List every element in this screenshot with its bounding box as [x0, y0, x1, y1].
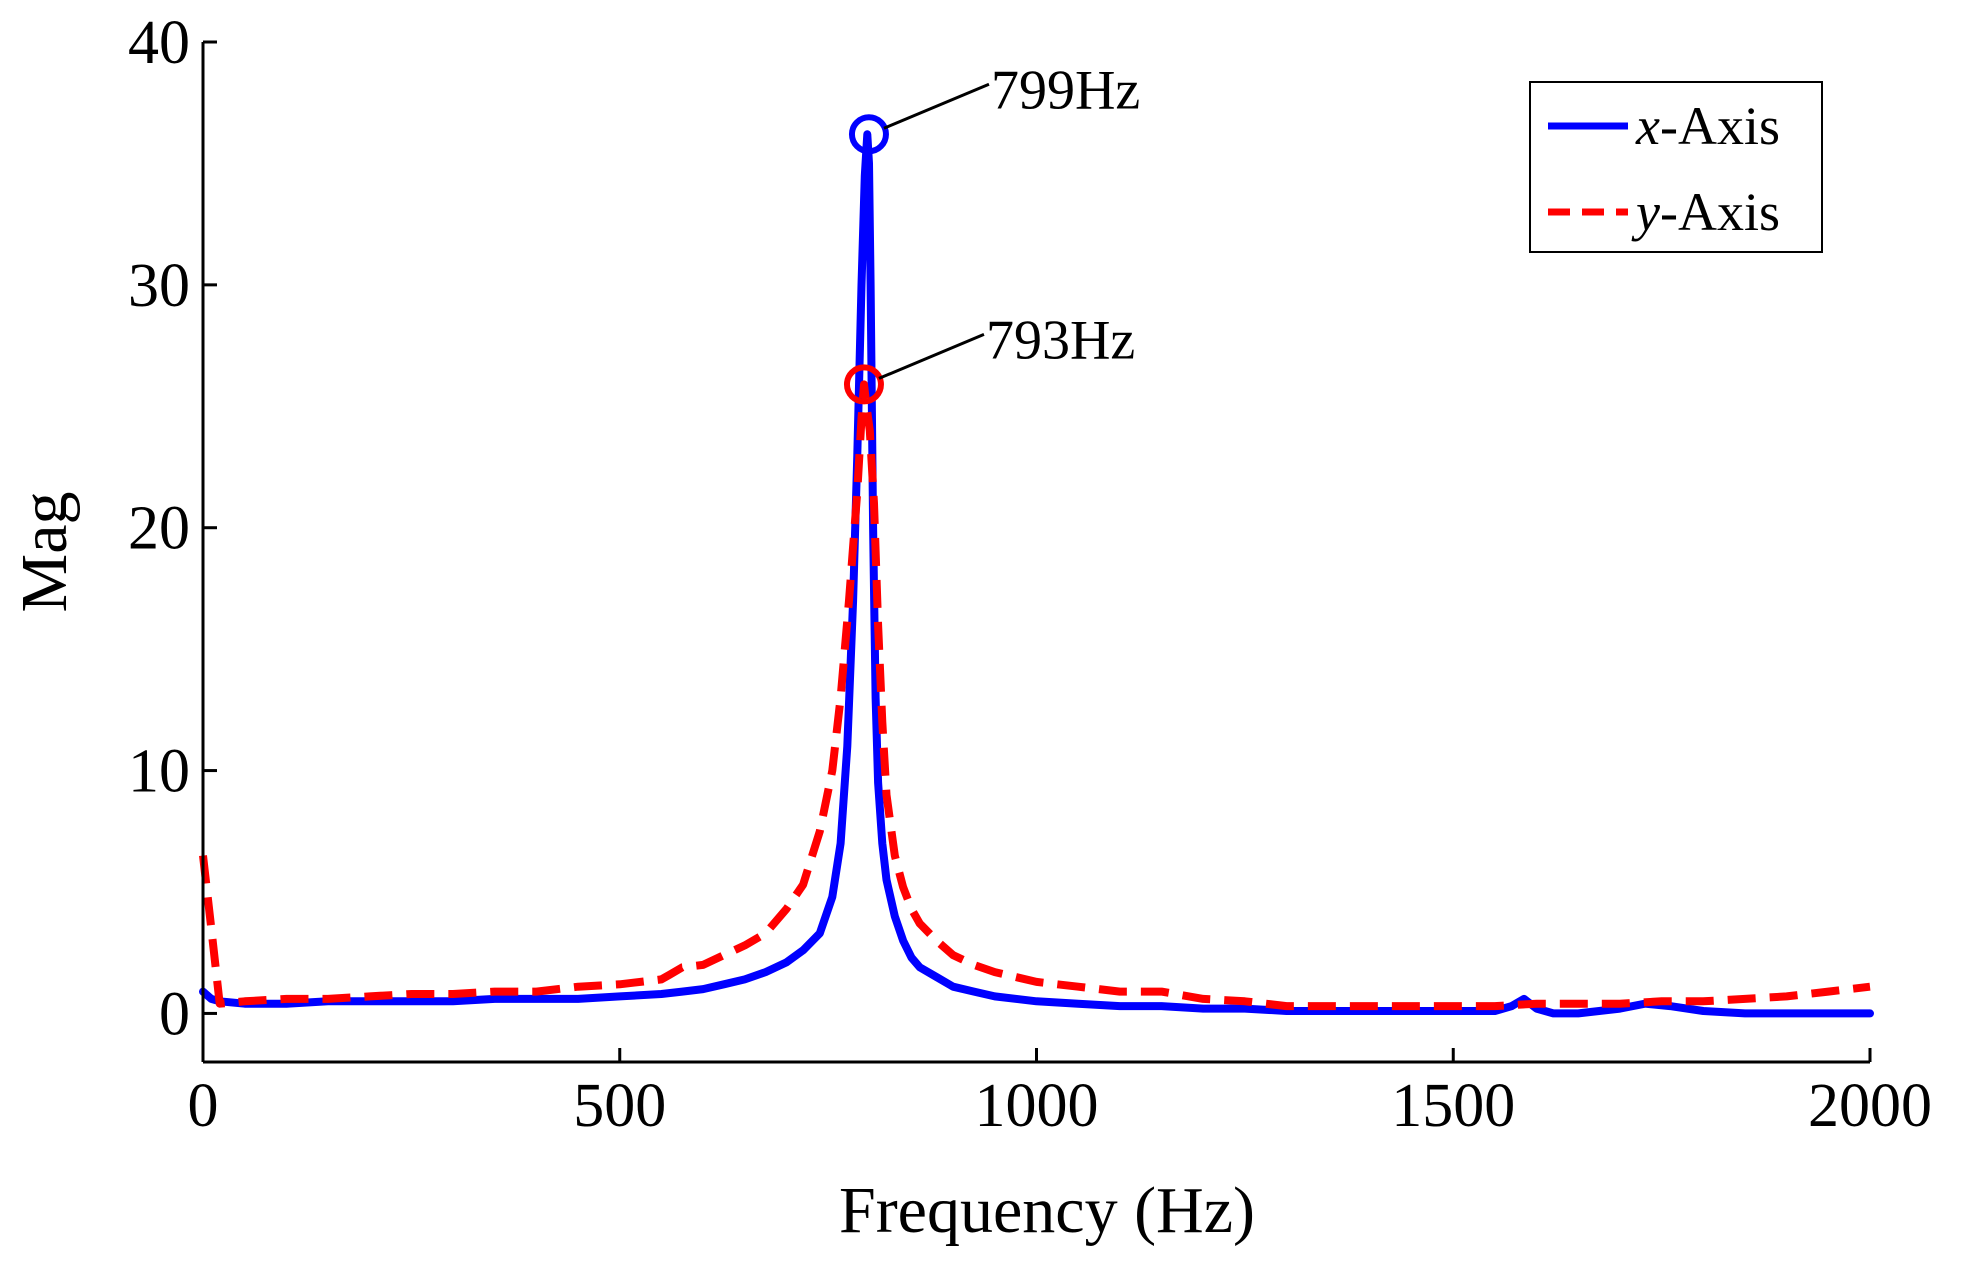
legend: x-Axis y-Axis: [1529, 81, 1823, 253]
legend-label-y-italic: y: [1631, 182, 1660, 242]
annotation-label: 799Hz: [991, 59, 1140, 121]
legend-label-x-axis: x-Axis: [1635, 96, 1780, 156]
legend-label-x-italic: x: [1635, 96, 1660, 156]
ticks-layer: 0 500 1000 1500 2000 0 10 20 30 40: [128, 9, 1932, 1140]
annotation-leader-line: [883, 82, 990, 130]
annotation-layer: 799Hz 793Hz: [843, 59, 1140, 405]
x-tick-label: 0: [188, 1072, 219, 1140]
x-tick-label: 2000: [1808, 1072, 1932, 1140]
legend-label-x-rest: -Axis: [1660, 96, 1780, 156]
y-axis-title: Mag: [8, 492, 81, 613]
y-tick-label: 20: [128, 495, 190, 563]
series-line-y-axis: [199, 380, 1871, 1011]
peak-marker: [848, 114, 889, 155]
x-tick-label: 1000: [975, 1072, 1099, 1140]
x-axis-title: Frequency (Hz): [839, 1174, 1255, 1247]
y-tick-label: 40: [128, 9, 190, 77]
annotation-leader-line: [878, 333, 985, 380]
legend-label-y-axis: y-Axis: [1631, 182, 1780, 242]
annotation-label: 793Hz: [986, 309, 1135, 371]
y-tick-label: 10: [128, 738, 190, 806]
legend-box: [1529, 81, 1823, 253]
series-layer: [199, 130, 1874, 1018]
y-tick-label: 0: [159, 980, 190, 1048]
x-tick-label: 500: [573, 1072, 666, 1140]
x-tick-label: 1500: [1391, 1072, 1515, 1140]
series-line-x-axis: [199, 130, 1874, 1018]
legend-label-y-rest: -Axis: [1660, 182, 1780, 242]
peak-marker: [843, 364, 884, 405]
y-tick-label: 30: [128, 252, 190, 320]
